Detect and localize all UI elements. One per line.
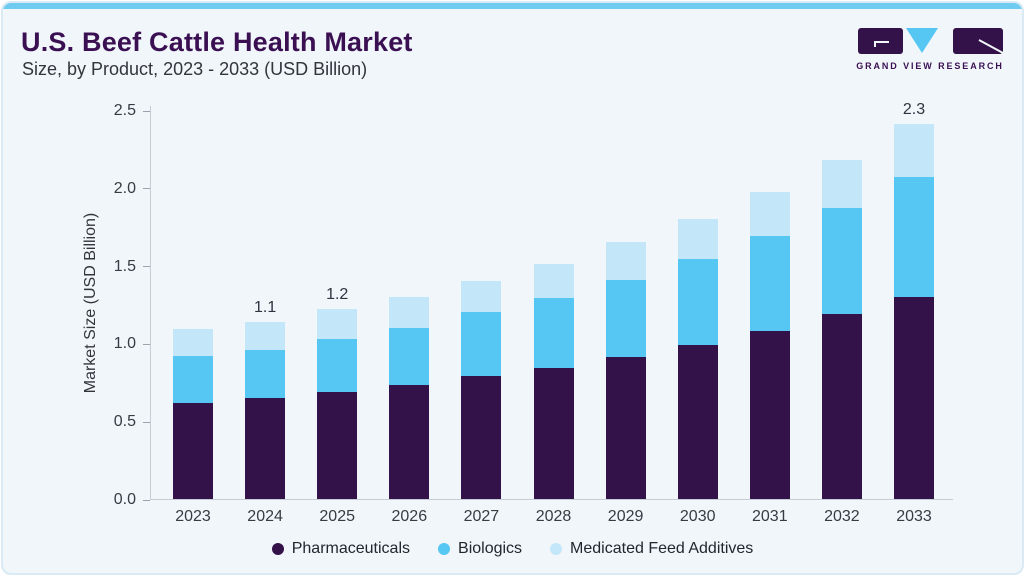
bar-segment-pharmaceuticals bbox=[894, 296, 934, 499]
accent-strip bbox=[3, 3, 1022, 9]
bar-segment-medicated-feed-additives bbox=[245, 321, 286, 350]
bar-2026 bbox=[389, 296, 430, 499]
bar-segment-biologics bbox=[677, 259, 718, 345]
x-axis-tick-label: 2029 bbox=[607, 508, 644, 525]
legend: Pharmaceuticals Biologics Medicated Feed A… bbox=[3, 540, 1022, 558]
bar-segment-biologics bbox=[461, 312, 502, 377]
legend-item-pharmaceuticals: Pharmaceuticals bbox=[271, 540, 411, 558]
gvr-logo-mark-icon bbox=[858, 28, 1004, 54]
bar-segment-biologics bbox=[605, 279, 646, 358]
bar-segment-biologics bbox=[894, 176, 934, 297]
legend-label: Biologics bbox=[458, 540, 523, 557]
y-axis-tick-label: 0.0 bbox=[113, 491, 136, 508]
grand-view-research-logo: GRAND VIEW RESEARCH bbox=[856, 27, 1004, 71]
bar-2030 bbox=[677, 218, 718, 499]
bar-value-label: 2.3 bbox=[902, 101, 926, 119]
bar-segment-pharmaceuticals bbox=[749, 330, 790, 499]
legend-label: Medicated Feed Additives bbox=[570, 540, 754, 557]
bar-segment-pharmaceuticals bbox=[461, 376, 502, 499]
bar-segment-pharmaceuticals bbox=[173, 402, 213, 499]
legend-dot-icon bbox=[271, 543, 284, 555]
y-axis-tick-mark bbox=[143, 421, 150, 423]
bar-segment-biologics bbox=[749, 236, 790, 331]
bar-segment-biologics bbox=[533, 298, 574, 369]
x-axis-tick-label: 2028 bbox=[535, 508, 572, 525]
page-title: U.S. Beef Cattle Health Market bbox=[21, 27, 413, 57]
bar-segment-biologics bbox=[173, 355, 213, 403]
bar-segment-pharmaceuticals bbox=[821, 313, 862, 499]
bar-segment-pharmaceuticals bbox=[245, 397, 286, 499]
bar-segment-biologics bbox=[245, 349, 286, 398]
bar-2032 bbox=[821, 159, 862, 499]
y-axis-tick-label: 2.5 bbox=[113, 102, 136, 119]
legend-item-biologics: Biologics bbox=[438, 540, 522, 558]
x-axis-tick-label: 2025 bbox=[319, 508, 355, 525]
bar-segment-pharmaceuticals bbox=[389, 385, 430, 499]
bar-2027 bbox=[461, 281, 502, 499]
bar-segment-pharmaceuticals bbox=[533, 368, 574, 499]
bar-segment-biologics bbox=[317, 338, 358, 392]
bar-2033: 2.3 bbox=[894, 101, 934, 499]
logo-text: GRAND VIEW RESEARCH bbox=[856, 61, 1004, 71]
bar-value-label: 1.1 bbox=[253, 298, 277, 316]
bar-segment-pharmaceuticals bbox=[677, 344, 718, 499]
y-axis-tick-mark bbox=[143, 499, 150, 501]
bar-segment-medicated-feed-additives bbox=[749, 192, 790, 237]
y-axis-tick-mark bbox=[143, 343, 150, 345]
bar-2024: 1.1 bbox=[245, 299, 286, 499]
bar-segment-biologics bbox=[389, 327, 430, 386]
bar-segment-medicated-feed-additives bbox=[173, 329, 213, 356]
legend-item-medicated-feed-additives: Medicated Feed Additives bbox=[550, 540, 753, 558]
y-axis-tick-mark bbox=[143, 188, 150, 190]
bar-segment-medicated-feed-additives bbox=[461, 281, 502, 313]
bar-segment-pharmaceuticals bbox=[317, 391, 358, 499]
bar-2023 bbox=[173, 329, 213, 499]
y-axis-tick-label: 2.0 bbox=[113, 179, 136, 197]
x-axis-tick-label: 2023 bbox=[175, 508, 211, 525]
y-axis-tick-label: 0.5 bbox=[113, 413, 136, 431]
y-axis-tick-mark bbox=[143, 110, 150, 112]
x-axis-tick-label: 2031 bbox=[752, 508, 788, 525]
bar-segment-medicated-feed-additives bbox=[317, 309, 358, 339]
bar-2025: 1.2 bbox=[317, 286, 358, 499]
bar-segment-biologics bbox=[821, 208, 862, 314]
page-subtitle: Size, by Product, 2023 - 2033 (USD Billi… bbox=[22, 59, 368, 79]
x-axis-tick-label: 2033 bbox=[896, 508, 932, 525]
y-axis-tick-mark bbox=[143, 266, 150, 268]
bar-segment-medicated-feed-additives bbox=[821, 159, 862, 209]
legend-dot-icon bbox=[438, 543, 451, 555]
y-axis-tick-label: 1.5 bbox=[113, 257, 136, 275]
legend-dot-icon bbox=[550, 543, 563, 555]
x-axis-tick-label: 2024 bbox=[247, 508, 283, 525]
bar-2029 bbox=[605, 242, 646, 499]
bar-segment-medicated-feed-additives bbox=[677, 218, 718, 260]
bar-value-label: 1.2 bbox=[326, 286, 349, 304]
x-axis-tick-label: 2030 bbox=[679, 508, 716, 525]
bar-segment-medicated-feed-additives bbox=[605, 242, 646, 280]
x-axis-tick-label: 2026 bbox=[391, 508, 428, 525]
plot-area: 0.0 0.5 1.0 1.5 2.0 2.5 2023 1.1 2024 1.2 2025 2026… bbox=[114, 101, 953, 525]
bar-2028 bbox=[533, 264, 574, 499]
y-axis-title: Market Size (USD Billion) bbox=[82, 212, 99, 394]
x-axis-tick-label: 2027 bbox=[463, 508, 500, 525]
bar-segment-medicated-feed-additives bbox=[533, 264, 574, 299]
bar-segment-pharmaceuticals bbox=[605, 357, 646, 499]
bar-segment-medicated-feed-additives bbox=[894, 124, 934, 177]
bar-2031 bbox=[749, 192, 790, 499]
bar-segment-medicated-feed-additives bbox=[389, 296, 430, 328]
y-axis-tick-label: 1.0 bbox=[113, 335, 136, 353]
legend-label: Pharmaceuticals bbox=[291, 540, 411, 557]
x-axis-tick-label: 2032 bbox=[824, 508, 860, 525]
